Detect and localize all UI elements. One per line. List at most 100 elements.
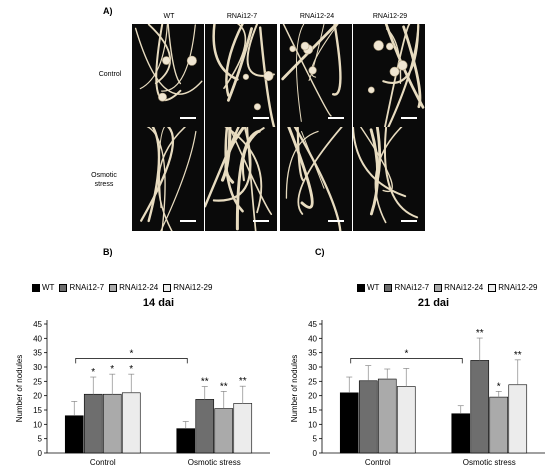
root-strand — [147, 24, 171, 85]
root-photo-drawing — [281, 24, 342, 122]
legend-label: RNAi12-7 — [69, 283, 105, 292]
nodule — [162, 56, 171, 65]
significance-marker: * — [129, 364, 133, 375]
root-strand — [287, 127, 314, 209]
nodule — [367, 86, 375, 94]
y-tick-label: 30 — [33, 363, 42, 372]
significance-marker: ** — [476, 328, 484, 339]
root-strand — [225, 24, 244, 97]
legend-c: WT RNAi12-7 RNAi12-24 RNAi12-29 — [357, 283, 537, 292]
column-label-rnai12-29: RNAi12-29 — [372, 13, 408, 20]
y-tick-label: 15 — [33, 406, 42, 415]
root-strand — [167, 24, 182, 85]
comparison-bracket — [350, 358, 463, 364]
legend-item: RNAi12-29 — [163, 283, 212, 292]
legend-label: WT — [42, 283, 55, 292]
root-strand — [220, 127, 232, 182]
root-strand — [139, 24, 168, 90]
root-photo — [132, 127, 204, 231]
panel-b-label: B) — [103, 247, 113, 257]
nodules-14dai-chart: 14 dai 0 5 10 15 20 25 30 35 40 45 Number of nodule… — [15, 297, 270, 467]
y-tick-label: 45 — [33, 320, 42, 329]
root-photo — [205, 24, 277, 128]
y-tick-label: 10 — [308, 420, 317, 429]
root-photo-drawing — [367, 24, 425, 128]
root-strand — [369, 128, 380, 216]
x-category-label: Control — [365, 458, 391, 467]
y-tick-label: 5 — [313, 435, 318, 444]
root-strand — [160, 130, 197, 231]
root-strand — [360, 127, 393, 193]
scale-bar — [401, 220, 417, 222]
y-tick-label: 35 — [308, 349, 317, 358]
column-label-rnai12-24: RNAi12-24 — [299, 13, 335, 20]
root-strand — [385, 28, 402, 84]
root-strand — [308, 24, 325, 82]
x-category-label: Osmotic stress — [463, 458, 516, 467]
legend-item: WT — [32, 283, 54, 292]
root-photo-drawing — [212, 24, 276, 128]
nodule — [389, 66, 400, 77]
y-tick-label: 30 — [308, 363, 317, 372]
column-label-wt: WT — [163, 13, 175, 20]
legend-swatch — [384, 283, 393, 292]
scale-bar — [180, 117, 196, 119]
root-strand — [374, 127, 403, 224]
root-strand — [331, 24, 342, 96]
bar — [358, 380, 378, 454]
root-photo-drawing — [205, 127, 273, 231]
nodules-21dai-chart: 21 dai 0 5 10 15 20 25 30 35 40 45 Number of nodule… — [290, 297, 545, 467]
significance-marker: * — [497, 381, 501, 392]
legend-b: WT RNAi12-7 RNAi12-24 RNAi12-29 — [32, 283, 212, 292]
significance-marker: ** — [239, 376, 247, 387]
significance-marker: ** — [220, 381, 228, 392]
y-tick-label: 40 — [33, 334, 42, 343]
legend-swatch — [109, 283, 118, 292]
row-label-osmotic-stress: Osmotic stress — [91, 172, 117, 188]
root-strand — [386, 24, 420, 128]
root-photo — [205, 127, 277, 231]
bracket-significance: * — [405, 348, 409, 359]
nodule — [300, 41, 310, 51]
scale-bar — [401, 117, 417, 119]
root-strand — [384, 24, 411, 128]
bar — [489, 396, 509, 454]
bar — [470, 360, 490, 454]
significance-marker: ** — [201, 376, 209, 387]
root-strand — [134, 27, 203, 95]
root-strand — [212, 24, 239, 81]
root-strand — [155, 24, 182, 102]
bracket-significance: * — [130, 348, 134, 359]
nodule — [373, 40, 384, 51]
legend-item: RNAi12-7 — [384, 283, 429, 292]
nodule — [242, 73, 249, 80]
root-strand — [205, 127, 240, 208]
root-strand — [226, 27, 253, 102]
bar — [83, 393, 103, 454]
y-tick-label: 25 — [308, 377, 317, 386]
nodule — [263, 70, 274, 81]
legend-item: WT — [357, 283, 379, 292]
bar — [377, 378, 397, 454]
root-photo-drawing — [134, 24, 203, 102]
scale-bar — [328, 220, 344, 222]
bar — [64, 415, 84, 454]
y-tick-label: 0 — [38, 449, 43, 458]
nodule — [397, 60, 408, 71]
y-tick-label: 25 — [33, 377, 42, 386]
legend-label: RNAi12-29 — [173, 283, 213, 292]
legend-label: RNAi12-24 — [444, 283, 484, 292]
legend-swatch — [434, 283, 443, 292]
legend-item: RNAi12-24 — [434, 283, 483, 292]
root-strand — [296, 127, 305, 182]
bar — [214, 408, 234, 454]
x-category-label: Control — [90, 458, 116, 467]
legend-label: RNAi12-7 — [394, 283, 430, 292]
nodule — [308, 66, 317, 75]
significance-marker: ** — [514, 350, 522, 361]
root-photo — [280, 127, 352, 231]
root-strand — [224, 127, 244, 213]
root-strand — [301, 130, 325, 189]
y-tick-label: 0 — [313, 449, 318, 458]
root-photo-drawing — [353, 127, 419, 224]
